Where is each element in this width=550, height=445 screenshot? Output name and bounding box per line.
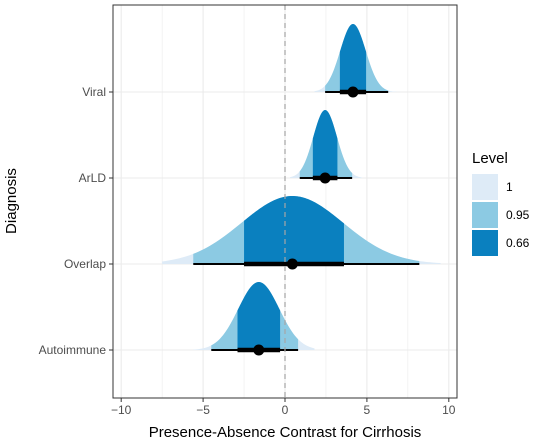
point-estimate-arld <box>319 172 331 184</box>
x-tick-label: 10 <box>442 403 456 417</box>
y-tick-label-viral: Viral <box>82 85 106 99</box>
x-tick-label: 0 <box>282 403 289 417</box>
density-level-066-arld <box>312 110 338 178</box>
x-tick-label: −10 <box>111 403 132 417</box>
point-estimate-autoimmune <box>253 344 265 356</box>
y-tick-label-autoimmune: Autoimmune <box>39 343 107 357</box>
point-estimate-overlap <box>286 258 298 270</box>
density-level-066-viral <box>339 24 367 92</box>
y-tick-label-overlap: Overlap <box>64 257 106 271</box>
x-tick-label: 5 <box>364 403 371 417</box>
point-estimate-viral <box>347 86 359 98</box>
legend-title: Level <box>472 150 508 167</box>
legend-label-1: 1 <box>506 180 513 194</box>
legend-label-095: 0.95 <box>506 208 530 222</box>
x-axis-title: Presence-Absence Contrast for Cirrhosis <box>149 424 422 441</box>
x-axis: −10 −5 0 5 10 <box>111 398 456 417</box>
y-tick-label-arld: ArLD <box>79 171 107 185</box>
legend-key-1 <box>472 174 498 200</box>
density-level-066-overlap <box>244 196 344 264</box>
y-axis: Viral ArLD Overlap Autoimmune <box>39 85 113 357</box>
legend: Level 1 0.95 0.66 <box>472 150 530 256</box>
distribution-layer <box>162 24 441 350</box>
legend-key-095 <box>472 202 498 228</box>
legend-key-066 <box>472 230 498 256</box>
y-axis-title: Diagnosis <box>3 168 20 234</box>
x-tick-label: −5 <box>196 403 210 417</box>
density-level-066-autoimmune <box>237 282 281 350</box>
interval-layer <box>193 5 420 398</box>
legend-label-066: 0.66 <box>506 236 530 250</box>
